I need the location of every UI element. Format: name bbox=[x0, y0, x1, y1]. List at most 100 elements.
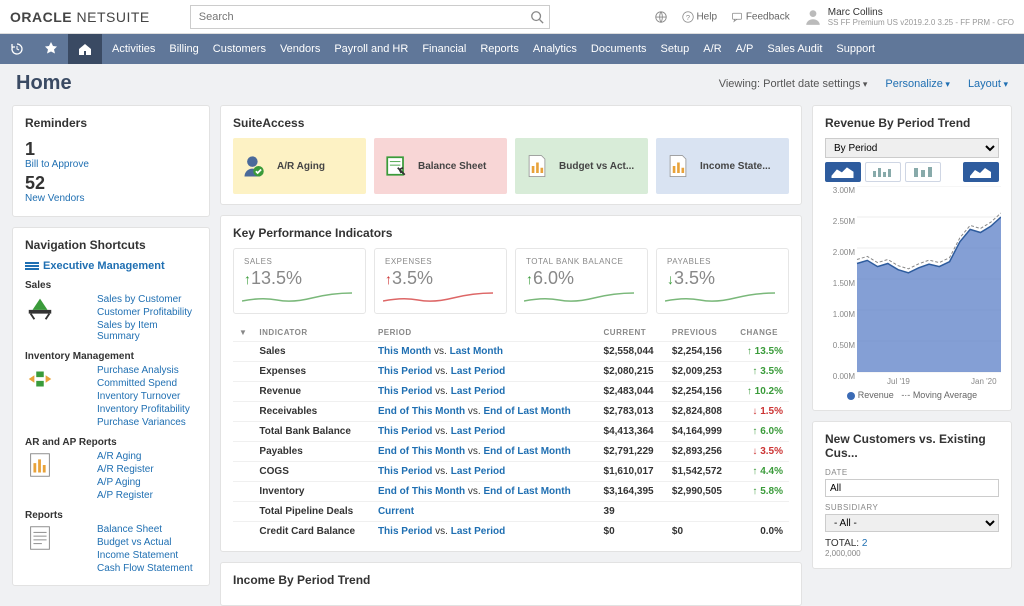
kpi-title: Key Performance Indicators bbox=[233, 226, 789, 240]
menu-customers[interactable]: Customers bbox=[213, 43, 266, 55]
kpi-card[interactable]: TOTAL BANK BALANCE↑6.0% bbox=[515, 248, 648, 314]
kpi-card[interactable]: PAYABLES↓3.5% bbox=[656, 248, 789, 314]
viewing-dropdown[interactable]: Viewing: Portlet date settings bbox=[719, 78, 868, 90]
logo: ORACLE NETSUITE bbox=[10, 9, 150, 25]
chart-area2-icon[interactable] bbox=[963, 162, 999, 182]
menu-documents[interactable]: Documents bbox=[591, 43, 647, 55]
reminder-link[interactable]: Bill to Approve bbox=[25, 159, 89, 170]
shortcut-link[interactable]: Inventory Turnover bbox=[97, 390, 190, 403]
section-icon bbox=[25, 293, 55, 323]
suiteaccess-portlet: SuiteAccess A/R Aging Balance Sheet Budget… bbox=[220, 105, 802, 205]
menu-a-r[interactable]: A/R bbox=[703, 43, 721, 55]
kpi-row[interactable]: COGSThis Period vs. Last Period$1,610,01… bbox=[233, 462, 789, 482]
menu-sales-audit[interactable]: Sales Audit bbox=[767, 43, 822, 55]
globe-icon[interactable] bbox=[654, 10, 668, 24]
shortcut-link[interactable]: Balance Sheet bbox=[97, 523, 193, 536]
history-icon[interactable] bbox=[0, 34, 34, 64]
layout-dropdown[interactable]: Layout bbox=[968, 78, 1008, 90]
revenue-period-select[interactable]: By Period bbox=[825, 138, 999, 158]
kpi-label: EXPENSES bbox=[385, 257, 496, 266]
section-icon bbox=[25, 364, 55, 394]
menu-activities[interactable]: Activities bbox=[112, 43, 155, 55]
suite-tile[interactable]: A/R Aging bbox=[233, 138, 366, 194]
search-box bbox=[190, 5, 550, 29]
kpi-card[interactable]: EXPENSES↑3.5% bbox=[374, 248, 507, 314]
chart-type-toggle bbox=[825, 162, 999, 182]
kpi-card[interactable]: SALES↑13.5% bbox=[233, 248, 366, 314]
chart-col-icon[interactable] bbox=[905, 162, 941, 182]
kpi-row[interactable]: Credit Card BalanceThis Period vs. Last … bbox=[233, 522, 789, 542]
shortcut-link[interactable]: A/R Aging bbox=[97, 450, 154, 463]
shortcut-link[interactable]: A/R Register bbox=[97, 463, 154, 476]
help-link[interactable]: ? Help bbox=[682, 11, 717, 23]
shortcut-link[interactable]: Inventory Profitability bbox=[97, 403, 190, 416]
shortcut-link[interactable]: Committed Spend bbox=[97, 377, 190, 390]
menu-reports[interactable]: Reports bbox=[480, 43, 519, 55]
menu-vendors[interactable]: Vendors bbox=[280, 43, 320, 55]
menu-analytics[interactable]: Analytics bbox=[533, 43, 577, 55]
menu-billing[interactable]: Billing bbox=[169, 43, 198, 55]
page-header: Home Viewing: Portlet date settings Pers… bbox=[0, 64, 1024, 105]
suiteaccess-title: SuiteAccess bbox=[233, 116, 789, 130]
kpi-row[interactable]: ExpensesThis Period vs. Last Period$2,08… bbox=[233, 362, 789, 382]
tile-icon bbox=[382, 152, 410, 180]
shortcut-link[interactable]: A/P Register bbox=[97, 489, 154, 502]
kpi-row[interactable]: Total Bank BalanceThis Period vs. Last P… bbox=[233, 422, 789, 442]
menu-a-p[interactable]: A/P bbox=[736, 43, 754, 55]
nc-date-label: DATE bbox=[825, 468, 999, 477]
shortcut-link[interactable]: Sales by Item Summary bbox=[97, 319, 197, 343]
main-menu: Activities Billing Customers Vendors Payroll… bbox=[102, 43, 885, 55]
menu-payroll-and-hr[interactable]: Payroll and HR bbox=[334, 43, 408, 55]
menu-support[interactable]: Support bbox=[836, 43, 875, 55]
exec-mgmt-link[interactable]: Executive Management bbox=[25, 260, 197, 272]
shortcut-link[interactable]: A/P Aging bbox=[97, 476, 154, 489]
svg-text:Jul '19: Jul '19 bbox=[887, 377, 910, 386]
kpi-col: CURRENT bbox=[598, 324, 666, 342]
kpi-value: ↑13.5% bbox=[244, 268, 355, 289]
tile-label: Balance Sheet bbox=[418, 161, 486, 172]
nc-sub-select[interactable]: - All - bbox=[825, 514, 999, 532]
kpi-row[interactable]: PayablesEnd of This Month vs. End of Las… bbox=[233, 442, 789, 462]
page-title: Home bbox=[16, 72, 72, 95]
kpi-row[interactable]: ReceivablesEnd of This Month vs. End of … bbox=[233, 402, 789, 422]
reminder-count: 52 bbox=[25, 174, 197, 192]
shortcut-link[interactable]: Customer Profitability bbox=[97, 306, 197, 319]
user-menu[interactable]: Marc CollinsSS FF Premium US v2019.2.0 3… bbox=[804, 7, 1014, 27]
kpi-row[interactable]: InventoryEnd of This Month vs. End of La… bbox=[233, 482, 789, 502]
shortcut-link[interactable]: Budget vs Actual bbox=[97, 536, 193, 549]
nc-title: New Customers vs. Existing Cus... bbox=[825, 432, 999, 460]
kpi-row[interactable]: SalesThis Month vs. Last Month$2,558,044… bbox=[233, 342, 789, 362]
nc-date-input[interactable] bbox=[825, 479, 999, 497]
suite-tile[interactable]: Income State... bbox=[656, 138, 789, 194]
chart-bar-icon[interactable] bbox=[865, 162, 901, 182]
shortcut-section: Inventory Management bbox=[25, 351, 197, 362]
shortcut-link[interactable]: Income Statement bbox=[97, 549, 193, 562]
search-icon[interactable] bbox=[530, 10, 544, 27]
reminder-link[interactable]: New Vendors bbox=[25, 193, 84, 204]
menu-setup[interactable]: Setup bbox=[661, 43, 690, 55]
section-icon bbox=[25, 523, 55, 553]
chart-area-icon[interactable] bbox=[825, 162, 861, 182]
revenue-title: Revenue By Period Trend bbox=[825, 116, 999, 130]
income-title: Income By Period Trend bbox=[233, 573, 789, 587]
feedback-link[interactable]: Feedback bbox=[731, 11, 790, 23]
shortcut-link[interactable]: Purchase Analysis bbox=[97, 364, 190, 377]
section-icon bbox=[25, 450, 55, 480]
menu-financial[interactable]: Financial bbox=[422, 43, 466, 55]
kpi-row[interactable]: RevenueThis Period vs. Last Period$2,483… bbox=[233, 382, 789, 402]
search-input[interactable] bbox=[190, 5, 550, 29]
shortcut-link[interactable]: Cash Flow Statement bbox=[97, 562, 193, 575]
tile-icon bbox=[523, 152, 551, 180]
nc-ylabel: 2,000,000 bbox=[825, 549, 999, 558]
kpi-table: ▼INDICATORPERIODCURRENTPREVIOUSCHANGE Sa… bbox=[233, 324, 789, 541]
shortcut-link[interactable]: Sales by Customer bbox=[97, 293, 197, 306]
kpi-row[interactable]: Total Pipeline DealsCurrent39 bbox=[233, 502, 789, 522]
shortcut-link[interactable]: Purchase Variances bbox=[97, 416, 190, 429]
personalize-dropdown[interactable]: Personalize bbox=[885, 78, 950, 90]
kpi-col: PERIOD bbox=[372, 324, 598, 342]
kpi-col: INDICATOR bbox=[253, 324, 372, 342]
suite-tile[interactable]: Balance Sheet bbox=[374, 138, 507, 194]
suite-tile[interactable]: Budget vs Act... bbox=[515, 138, 648, 194]
home-icon[interactable] bbox=[68, 34, 102, 64]
star-icon[interactable] bbox=[34, 34, 68, 64]
